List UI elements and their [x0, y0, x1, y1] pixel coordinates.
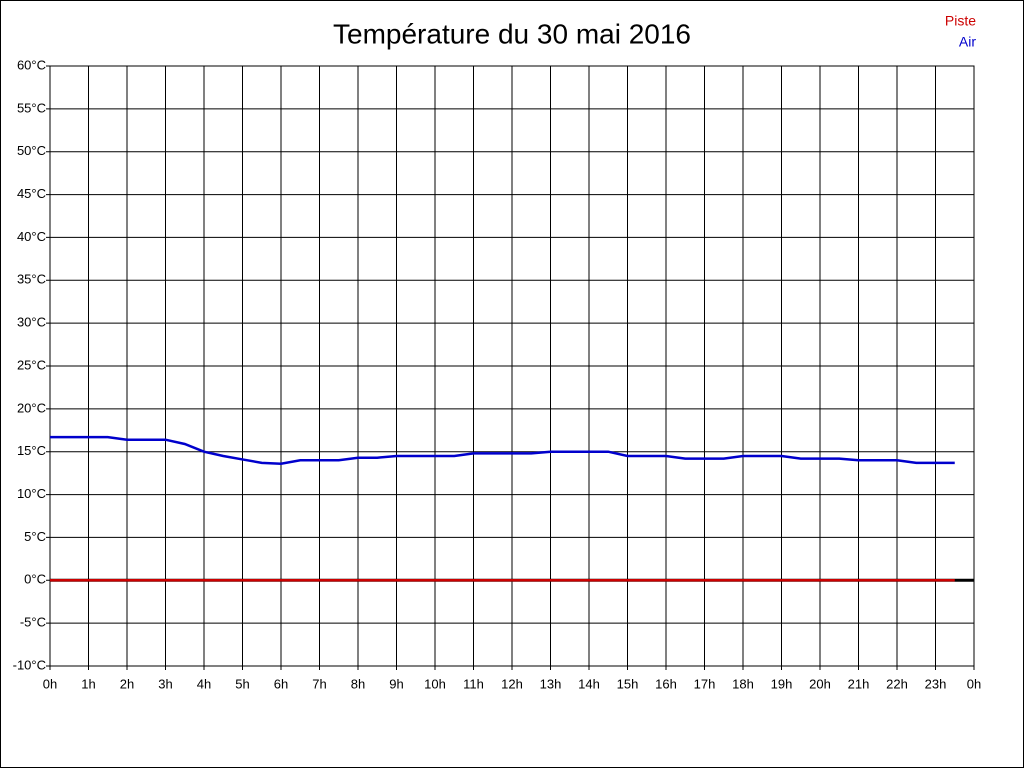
x-tick-label: 16h	[655, 676, 677, 691]
y-tick-label: 35°C	[17, 272, 46, 287]
series-line	[50, 435, 955, 465]
y-tick-label: 50°C	[17, 143, 46, 158]
y-tick-label: -10°C	[13, 657, 46, 672]
x-tick-label: 0h	[43, 676, 57, 691]
y-tick-label: -5°C	[20, 615, 46, 630]
y-tick-label: 0°C	[24, 572, 46, 587]
x-tick-label: 14h	[578, 676, 600, 691]
x-tick-label: 4h	[197, 676, 211, 691]
x-tick-label: 23h	[925, 676, 947, 691]
x-tick-label: 12h	[501, 676, 523, 691]
y-tick-label: 30°C	[17, 315, 46, 330]
x-tick-label: 11h	[463, 676, 484, 691]
x-tick-label: 13h	[540, 676, 562, 691]
x-tick-label: 0h	[967, 676, 981, 691]
x-tick-label: 5h	[235, 676, 249, 691]
x-tick-label: 18h	[732, 676, 754, 691]
x-tick-label: 6h	[274, 676, 288, 691]
x-tick-label: 10h	[424, 676, 446, 691]
x-tick-label: 3h	[158, 676, 172, 691]
x-tick-label: 21h	[848, 676, 870, 691]
y-tick-label: 40°C	[17, 229, 46, 244]
y-tick-label: 25°C	[17, 357, 46, 372]
x-tick-label: 7h	[312, 676, 326, 691]
chart-title: Température du 30 mai 2016	[333, 18, 691, 49]
x-tick-label: 19h	[771, 676, 793, 691]
x-tick-label: 17h	[694, 676, 716, 691]
x-tick-label: 8h	[351, 676, 365, 691]
x-tick-label: 20h	[809, 676, 831, 691]
y-tick-label: 5°C	[24, 529, 46, 544]
y-tick-label: 60°C	[17, 57, 46, 72]
legend-label: Piste	[945, 13, 976, 29]
y-tick-label: 45°C	[17, 186, 46, 201]
y-tick-label: 10°C	[17, 486, 46, 501]
x-tick-label: 15h	[617, 676, 639, 691]
legend-label: Air	[959, 34, 976, 50]
x-tick-label: 2h	[120, 676, 134, 691]
x-tick-label: 22h	[886, 676, 908, 691]
y-tick-label: 20°C	[17, 400, 46, 415]
x-tick-label: 9h	[389, 676, 403, 691]
y-tick-label: 15°C	[17, 443, 46, 458]
y-tick-label: 55°C	[17, 100, 46, 115]
x-tick-label: 1h	[81, 676, 95, 691]
